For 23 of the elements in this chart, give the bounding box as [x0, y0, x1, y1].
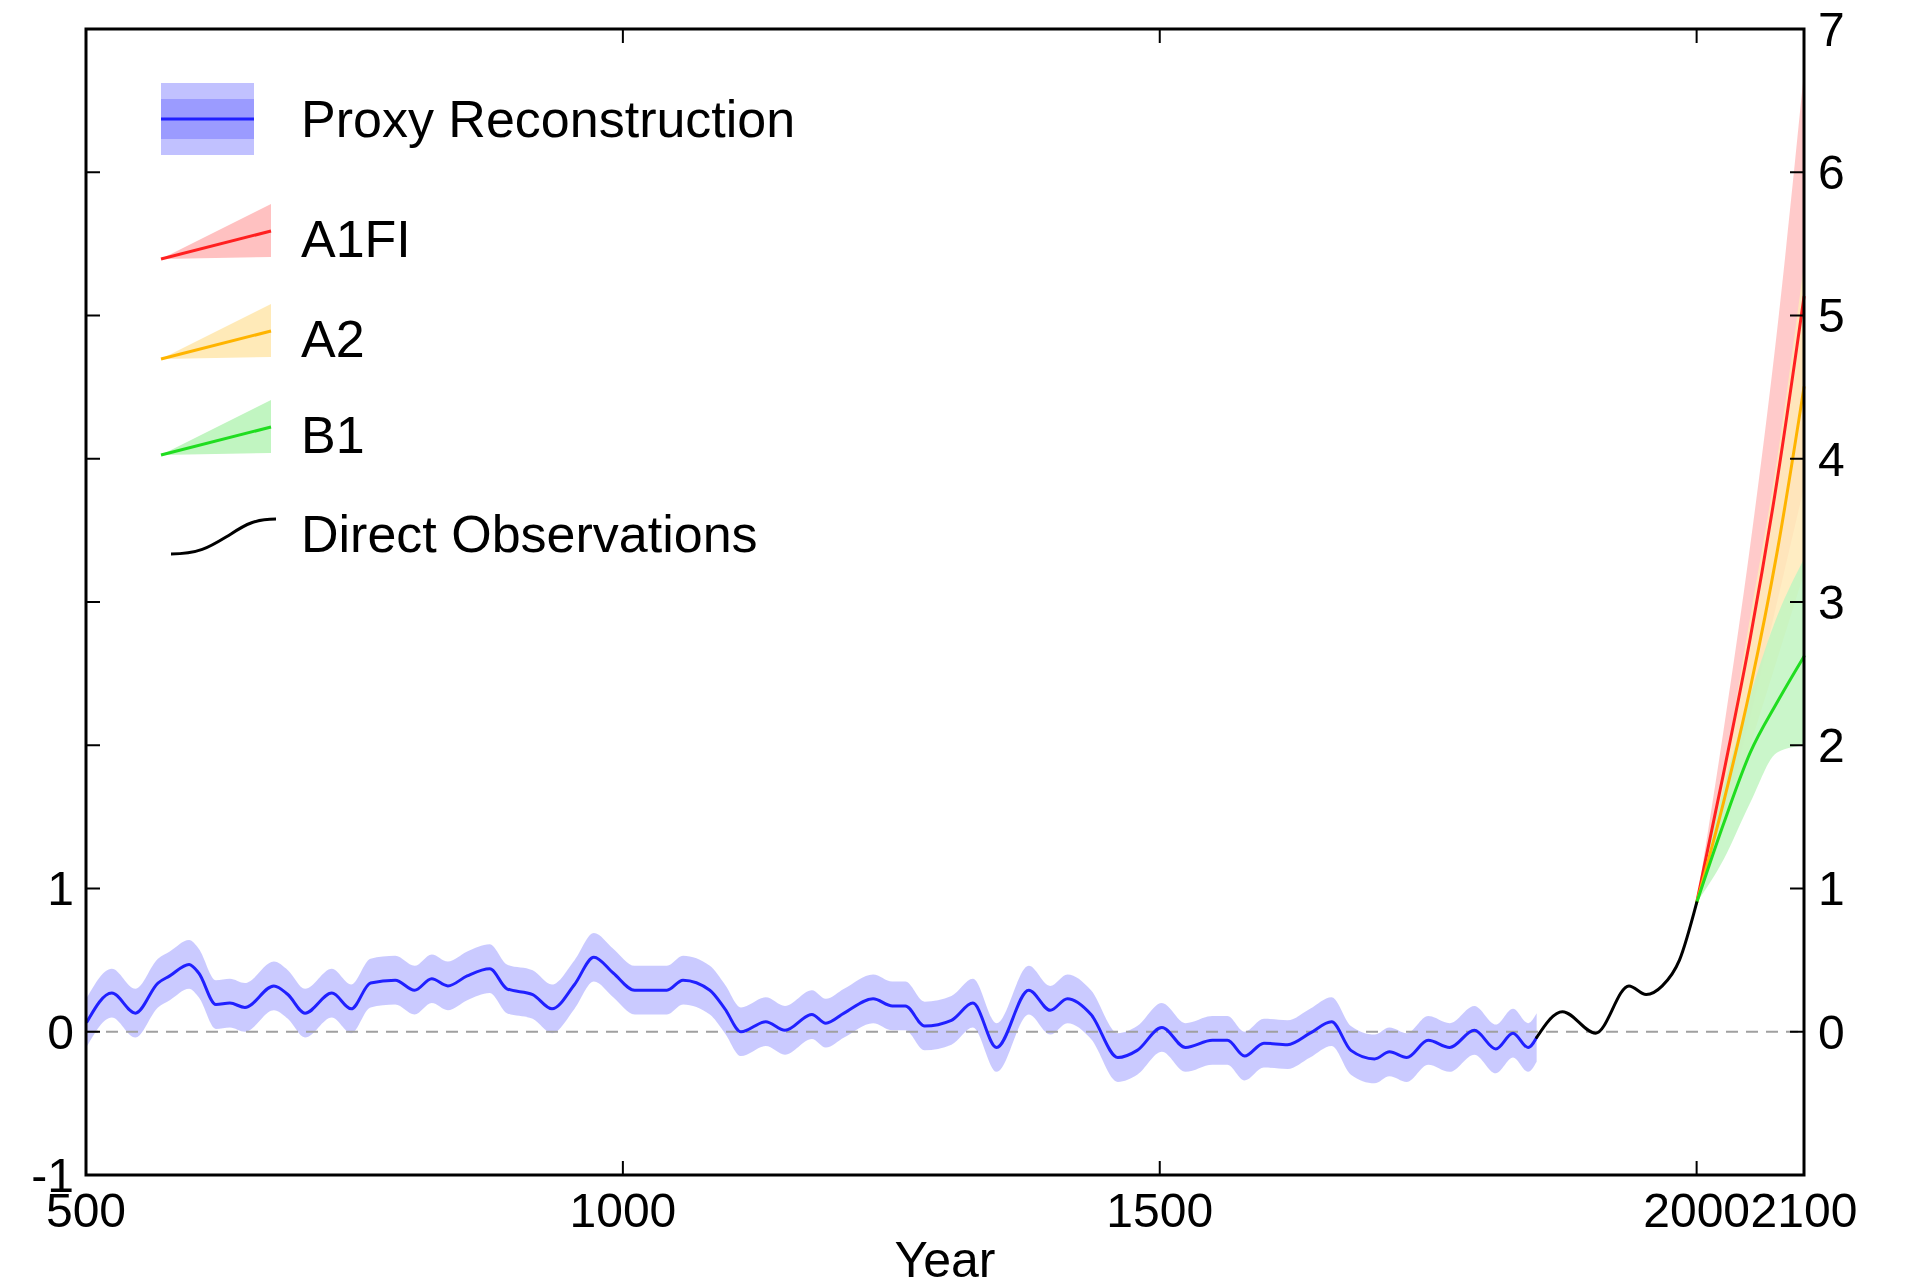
y2-tick-label: 6 [1818, 146, 1845, 200]
x-tick-label: 2000 [1643, 1184, 1751, 1237]
y2-tick-label: 2 [1818, 719, 1845, 773]
y2-tick-label: 3 [1818, 575, 1845, 629]
legend-label: A1FI [301, 210, 411, 269]
line-series [85, 955, 1539, 1061]
y2-tick-label: 0 [1818, 1005, 1845, 1059]
legend-label: B1 [301, 406, 365, 465]
line-series [1535, 901, 1699, 1039]
y2-tick-label: 1 [1818, 862, 1845, 916]
x-tick-label: 2100 [1750, 1184, 1858, 1237]
legend-label: A2 [301, 310, 365, 369]
line-series [1695, 654, 1806, 905]
legend-label: Proxy Reconstruction [301, 90, 796, 149]
x-axis-title: Year [894, 1232, 996, 1285]
legend-label: Direct Observations [301, 505, 758, 564]
x-tick-label: 1000 [569, 1184, 677, 1237]
y-tick-label: 0 [47, 1005, 74, 1059]
x-tick-label: 1500 [1106, 1184, 1214, 1237]
y-tick-label: 1 [47, 862, 74, 916]
y2-tick-label: 5 [1818, 289, 1845, 343]
y2-tick-label: 7 [1818, 2, 1845, 56]
y2-tick-label: 4 [1818, 432, 1845, 486]
